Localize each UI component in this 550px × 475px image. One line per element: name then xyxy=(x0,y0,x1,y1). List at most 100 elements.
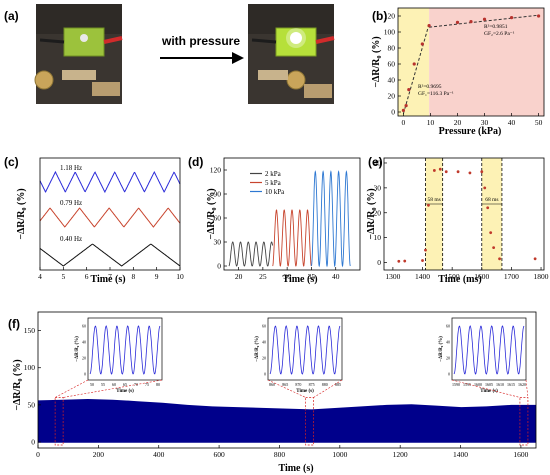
e-xtick-label: 1400 xyxy=(415,272,430,281)
d-ytick-label: 30 xyxy=(214,238,222,247)
panel-f-label: (f) xyxy=(8,317,20,331)
c-xlabel: Time (s) xyxy=(90,274,125,285)
f-ytick-label: 100 xyxy=(24,363,36,372)
e-annot-58ms: 58 ms xyxy=(427,197,440,203)
b-points xyxy=(401,14,541,112)
b-axes: 0 10 20 30 40 50 0 20 40 60 80 100 120 xyxy=(384,7,545,127)
d-legend-label: 10 kPa xyxy=(265,188,285,196)
f-xtick-label: 0 xyxy=(36,450,40,459)
b-point xyxy=(469,20,473,24)
e-point xyxy=(438,167,442,171)
e-point xyxy=(444,170,448,174)
e-xtick-label: 1500 xyxy=(445,272,460,281)
e-point xyxy=(489,231,493,235)
f-inset-xtick-label: 55 xyxy=(101,382,105,387)
f-inset-xtick-label: 1615 xyxy=(507,382,515,387)
photo-after xyxy=(248,4,335,104)
f-inset-ytick-label: 60 xyxy=(82,324,86,329)
c-xtick-label: 4 xyxy=(38,272,42,281)
e-region xyxy=(425,158,443,270)
c-xtick-label: 10 xyxy=(176,272,184,281)
c-xtick-label: 8 xyxy=(131,272,135,281)
f-band-area xyxy=(38,399,536,443)
d-xtick-label: 40 xyxy=(332,272,340,281)
c-frame xyxy=(39,157,181,271)
f-inset-1: 860 865 870 875 880 885 0 20 40 60 Time (s) −ΔR/R₀ … xyxy=(255,317,343,446)
e-annot-68ms: 68 ms xyxy=(485,197,498,203)
f-inset-xtick-label: 1590 xyxy=(452,382,460,387)
e-point xyxy=(483,186,487,190)
b-point xyxy=(482,17,487,21)
f-ytick-label: 150 xyxy=(24,326,36,335)
e-axes: 1300 1400 1500 1600 1700 1800 0 10 20 30 40 xyxy=(374,157,549,281)
d-ytick-label: 60 xyxy=(214,214,222,223)
f-inset-signal xyxy=(453,325,525,375)
f-xtick-label: 600 xyxy=(213,450,225,459)
f-inset-ytick-label: 40 xyxy=(262,340,266,345)
f-inset-ytick-label: 0 xyxy=(448,372,450,377)
d-ylabel: −ΔR/R₀ (%) xyxy=(206,188,217,239)
f-inset-xtick-label: 1620 xyxy=(518,382,526,387)
f-inset-ytick-label: 20 xyxy=(262,356,266,361)
f-inset-xtick-label: 860 xyxy=(269,382,275,387)
b-annotation-1: R²=0.9695 GF₁=116.3 Pa⁻¹ xyxy=(418,84,454,97)
f-xtick-label: 1000 xyxy=(332,450,347,459)
b-point xyxy=(407,88,411,92)
b-point xyxy=(404,104,408,108)
f-inset-ytick-label: 60 xyxy=(446,324,450,329)
f-inset-signal xyxy=(89,325,161,375)
b-point xyxy=(536,14,541,18)
e-point xyxy=(421,259,424,262)
b-ytick-label: 60 xyxy=(388,60,396,69)
c-axes: 4 5 6 7 8 9 10 xyxy=(38,157,184,281)
c-series-0 xyxy=(39,170,181,194)
f-inset-ytick-label: 0 xyxy=(264,372,266,377)
d-series-2 xyxy=(310,170,351,268)
c-xtick-label: 7 xyxy=(108,272,112,281)
e-point xyxy=(533,257,537,261)
f-xtick-label: 1600 xyxy=(513,450,528,459)
f-inset-xtick-label: 60 xyxy=(112,382,116,387)
b-fit-line-2 xyxy=(429,14,539,28)
d-legend-label: 2 kPa xyxy=(265,170,282,178)
panel-e: (e) 1300 1400 1500 1600 1700 1800 0 10 20 30 40 58… xyxy=(366,155,549,285)
b-ytick-label: 20 xyxy=(388,92,396,101)
d-legend-label: 5 kPa xyxy=(265,179,282,187)
f-frame xyxy=(37,311,537,449)
b-region xyxy=(429,8,544,116)
b-annot-2-line1: R²=0.9851 xyxy=(484,24,508,30)
f-xtick-label: 400 xyxy=(153,450,165,459)
c-legend-1: 1.18 Hz xyxy=(60,164,82,172)
c-ylabel: −ΔR/R₀ (%) xyxy=(16,188,27,239)
e-point xyxy=(427,203,430,207)
f-inset-xlabel: Time (s) xyxy=(116,389,134,394)
f-xlabel: Time (s) xyxy=(278,463,313,474)
d-xlabel: Time (s) xyxy=(282,274,317,285)
e-points xyxy=(397,167,537,263)
b-annot-1-line2: GF₁=116.3 Pa⁻¹ xyxy=(418,91,454,97)
b-ytick-label: 40 xyxy=(388,76,396,85)
e-xtick-label: 1600 xyxy=(474,272,489,281)
panel-a: (a) with pressure xyxy=(4,4,335,104)
f-ylabel: −ΔR/R₀ (%) xyxy=(12,359,23,410)
f-inset-xlabel: Time (s) xyxy=(480,389,498,394)
b-xtick-label: 20 xyxy=(454,118,462,127)
e-point xyxy=(468,171,472,175)
panel-b-label: (b) xyxy=(372,9,387,23)
panel-c-label: (c) xyxy=(4,155,19,169)
f-ytick-label: 50 xyxy=(28,400,36,409)
f-xtick-label: 1200 xyxy=(393,450,408,459)
f-inset-xtick-label: 875 xyxy=(309,382,315,387)
e-ytick-label: 0 xyxy=(377,258,381,267)
f-inset-xtick-label: 880 xyxy=(322,382,328,387)
f-inset-xtick-label: 870 xyxy=(295,382,301,387)
f-inset-signal xyxy=(269,325,341,375)
panel-a-label: (a) xyxy=(4,9,19,23)
d-series-1 xyxy=(272,209,312,267)
d-xtick-label: 25 xyxy=(259,272,267,281)
f-zoom-connector xyxy=(313,379,343,398)
d-ytick-label: 120 xyxy=(210,166,222,175)
b-xtick-label: 0 xyxy=(402,118,406,127)
